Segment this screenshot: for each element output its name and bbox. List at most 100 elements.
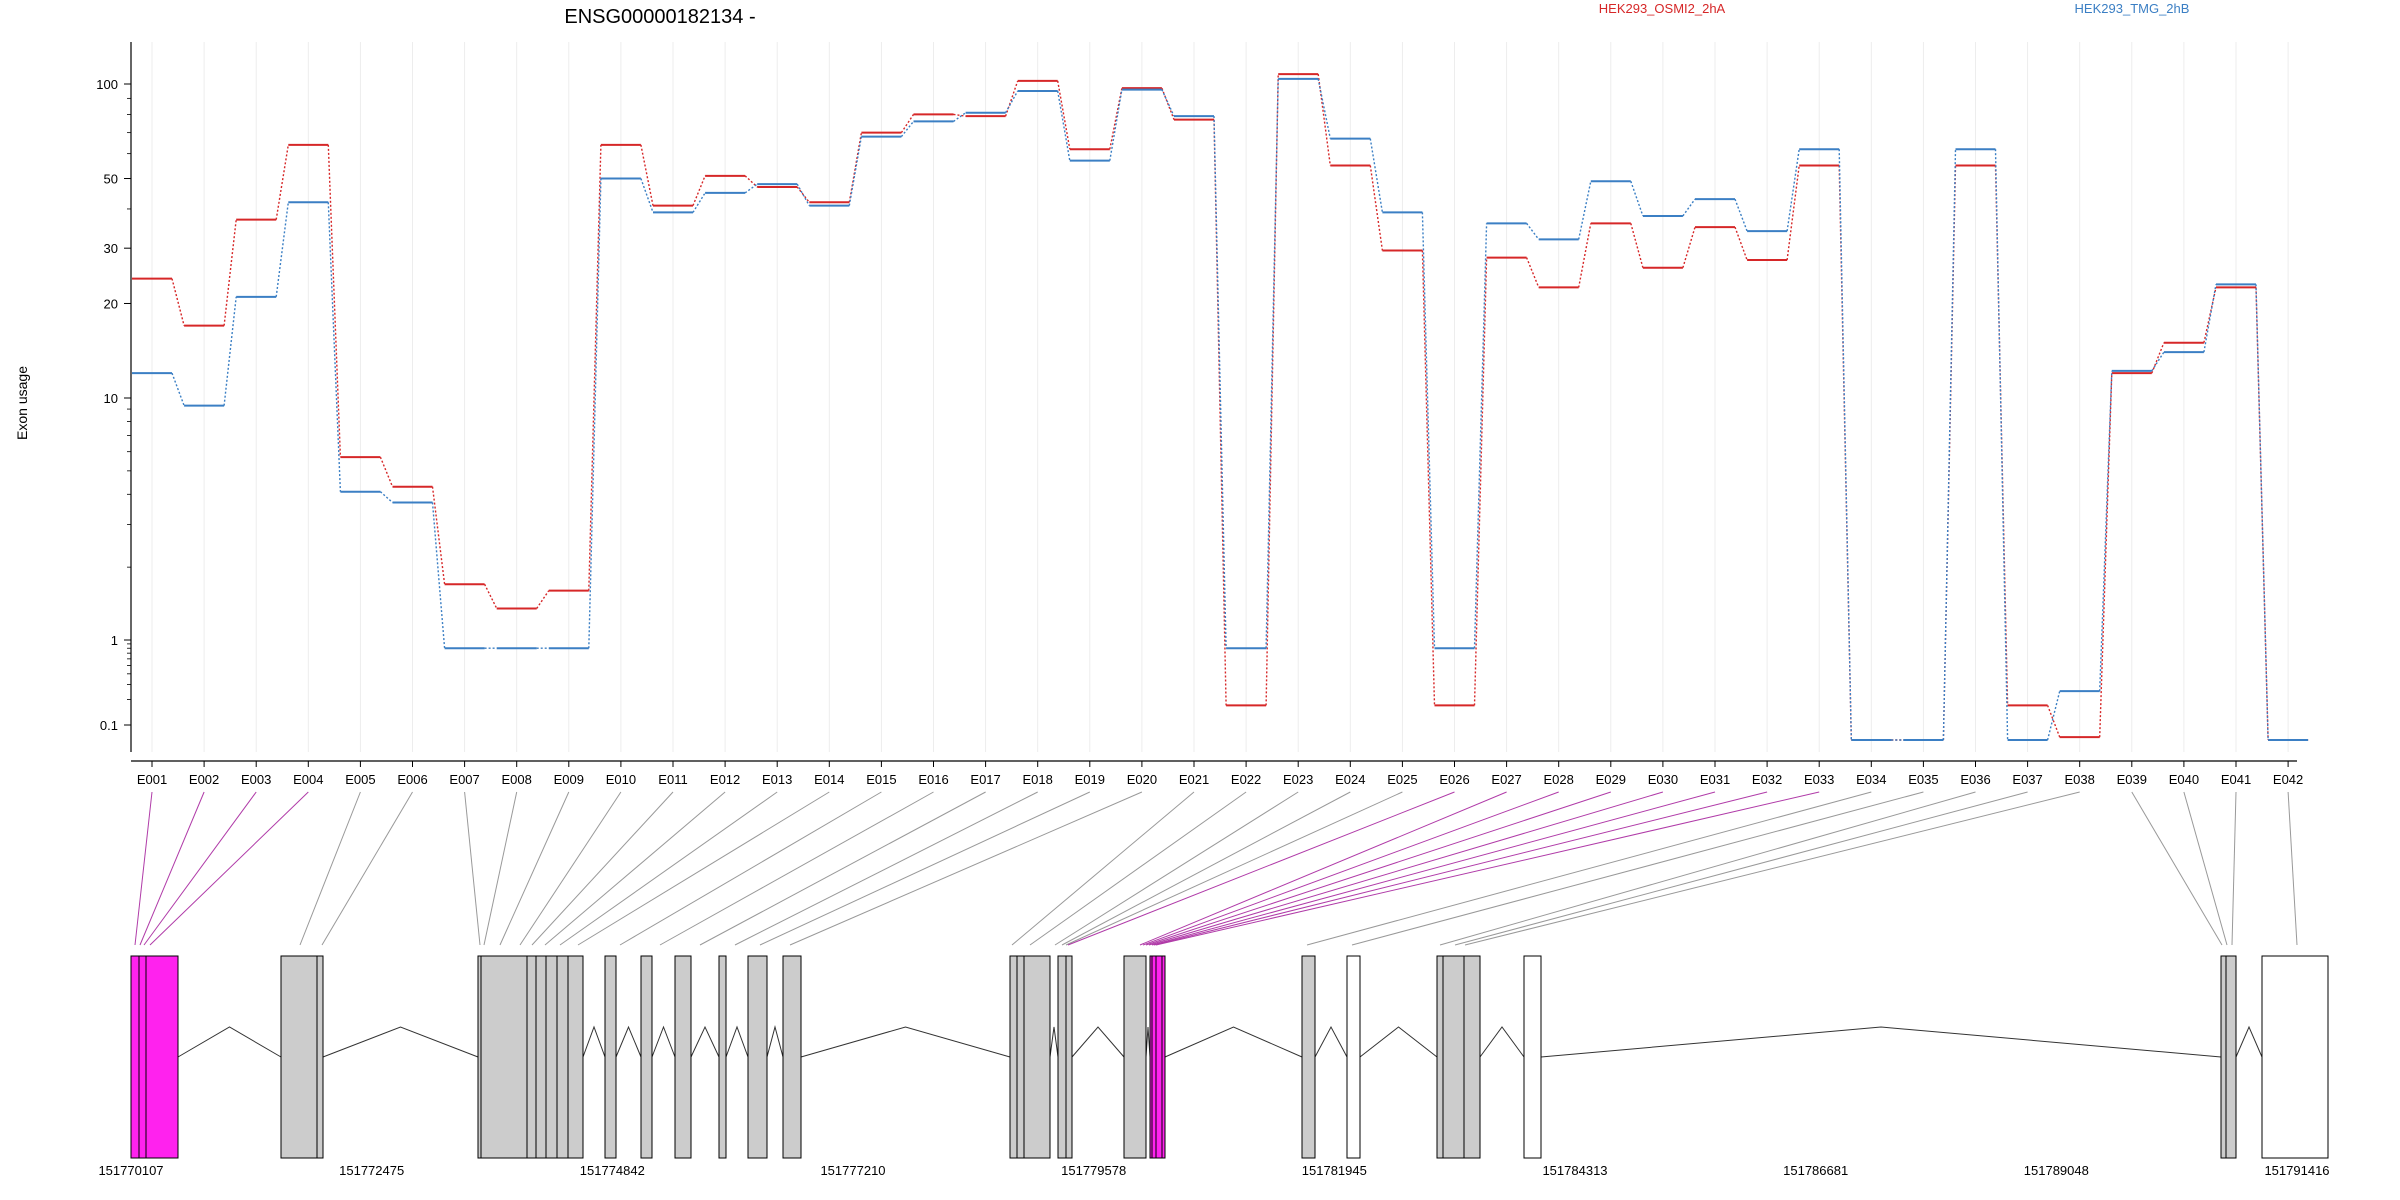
- exon-connector: [699, 791, 986, 946]
- exon-connector: [2131, 791, 2223, 946]
- series-connector: [2099, 370, 2113, 692]
- series-connector: [1578, 181, 1592, 240]
- x-tick-label-e034: E034: [1856, 772, 1886, 787]
- series-connector: [223, 219, 237, 326]
- series-connector: [379, 491, 393, 504]
- exon-connector: [1054, 791, 1299, 946]
- intron-line: [766, 1025, 784, 1058]
- intron-line: [690, 1025, 720, 1058]
- x-tick-label-e010: E010: [606, 772, 636, 787]
- chart-title: ENSG00000182134 -: [564, 6, 755, 28]
- series-connector: [2151, 342, 2165, 374]
- exon-connector: [499, 791, 570, 946]
- exon-block: [1057, 955, 1073, 1159]
- exon-block: [1436, 955, 1481, 1159]
- series-connector: [1057, 90, 1071, 161]
- y-tick-label: 30: [104, 241, 118, 256]
- coordinate-label: 151784313: [1542, 1163, 1607, 1178]
- exon-block: [1346, 955, 1361, 1159]
- exon-connector: [559, 791, 778, 946]
- exon-block: [1149, 955, 1166, 1159]
- exon-connector: [1439, 791, 1976, 946]
- exon-block: [1523, 955, 1542, 1159]
- x-axis-ticks: E001 E002 E003 E004 E005 E006 E007 E008 E009 E010…: [137, 761, 2303, 787]
- intron-line: [1049, 1026, 1059, 1058]
- x-tick-label-e026: E026: [1439, 772, 1469, 787]
- exon-connector: [531, 791, 674, 946]
- series-connector: [171, 278, 185, 326]
- gene-model-exons: [130, 955, 2329, 1159]
- exon-block: [747, 955, 768, 1159]
- series-connector: [536, 590, 550, 609]
- series-connector: [953, 112, 967, 122]
- exon-connector: [577, 791, 830, 946]
- intron-line: [177, 1026, 282, 1058]
- exon-connector: [1153, 791, 1768, 946]
- exon-block: [640, 955, 653, 1159]
- intron-line: [615, 1025, 642, 1058]
- series-connector: [1630, 181, 1644, 217]
- exon-connector: [519, 791, 622, 946]
- x-tick-label-e013: E013: [762, 772, 792, 787]
- exon-connector: [134, 791, 153, 946]
- y-tick-label: 10: [104, 391, 118, 406]
- vertical-gridlines: [151, 42, 2289, 752]
- exon-connector: [143, 791, 257, 946]
- series-connector: [1161, 87, 1175, 120]
- intron-line: [2235, 1025, 2263, 1058]
- exon-connector: [1011, 791, 1195, 946]
- intron-line: [651, 1025, 676, 1058]
- intron-line: [1479, 1026, 1525, 1058]
- exon-connector: [2287, 791, 2298, 946]
- coordinate-label: 151772475: [339, 1163, 404, 1178]
- x-tick-label-e025: E025: [1387, 772, 1417, 787]
- series-connector: [327, 144, 342, 458]
- x-tick-label-e021: E021: [1179, 772, 1209, 787]
- exon-connector: [544, 791, 726, 946]
- series-connector: [1630, 223, 1644, 268]
- y-axis-ticks: 0.1 1 10 20 30 50 100: [96, 77, 131, 733]
- y-axis-label: Exon usage: [14, 366, 30, 440]
- intron-line: [582, 1025, 606, 1058]
- exon-block: [130, 955, 179, 1159]
- series-connector: [1994, 149, 2009, 741]
- exon-connector: [1155, 791, 1820, 946]
- series-connector: [1213, 116, 1227, 649]
- coordinate-label: 151777210: [820, 1163, 885, 1178]
- exon-block: [477, 955, 584, 1159]
- exon-connector: [2183, 791, 2228, 946]
- x-tick-label-e023: E023: [1283, 772, 1313, 787]
- exon-connector: [1148, 791, 1664, 946]
- series-connector: [1473, 257, 1488, 706]
- series-connector: [483, 583, 498, 609]
- series-connector: [1525, 257, 1540, 288]
- x-tick-label-e036: E036: [1960, 772, 1990, 787]
- series-connector: [171, 372, 185, 406]
- intron-line: [1164, 1026, 1303, 1058]
- series-connector: [1942, 149, 1957, 741]
- exon-connector: [464, 791, 481, 946]
- series-connector: [1473, 223, 1488, 649]
- series-connector: [275, 202, 289, 297]
- exon-block: [604, 955, 617, 1159]
- exon-connector: [759, 791, 1091, 946]
- series-connector: [588, 144, 602, 591]
- series-connector: [744, 183, 758, 194]
- series-connector: [796, 183, 810, 206]
- x-tick-label-e032: E032: [1752, 772, 1782, 787]
- x-tick-label-e006: E006: [397, 772, 427, 787]
- exon-connector: [1139, 791, 1507, 946]
- intron-line: [725, 1025, 749, 1058]
- series-connector: [1317, 73, 1331, 166]
- coordinate-label: 151789048: [2024, 1163, 2089, 1178]
- x-tick-label-e039: E039: [2117, 772, 2147, 787]
- exon-connector: [1306, 791, 1872, 946]
- exon-connector: [1061, 791, 1351, 946]
- intron-line: [800, 1026, 1011, 1058]
- y-tick-label: 0.1: [100, 718, 118, 733]
- series-connector: [900, 120, 915, 138]
- exon-block: [1301, 955, 1316, 1159]
- exon-connector: [1145, 791, 1611, 946]
- x-tick-label-e016: E016: [918, 772, 948, 787]
